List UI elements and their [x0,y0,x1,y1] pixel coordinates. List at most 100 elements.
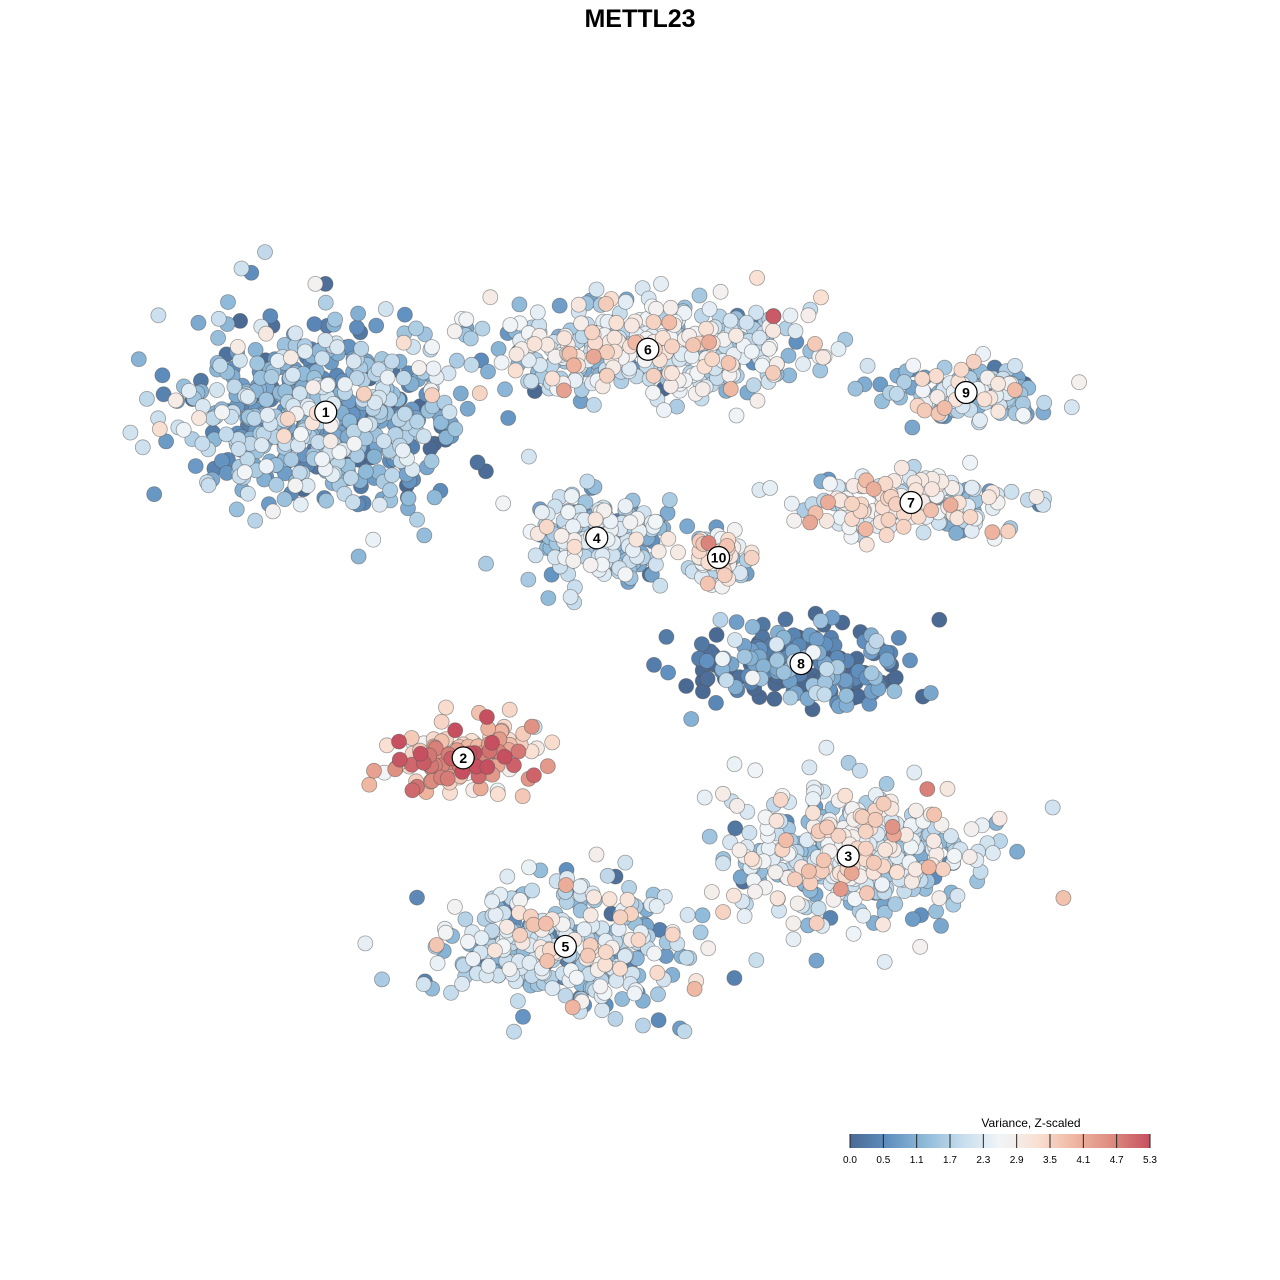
data-point [231,352,248,369]
data-point [336,376,353,393]
data-point [187,458,204,475]
data-point [810,900,827,917]
data-point [822,475,838,492]
data-point [726,756,743,773]
data-point [167,392,184,409]
data-point [712,612,729,628]
data-point [478,555,494,572]
data-point [154,367,171,384]
data-point [854,809,871,825]
data-point [906,764,923,781]
data-point [521,448,537,465]
data-point [146,486,163,503]
data-point [722,312,739,329]
data-point [726,970,743,986]
data-point [664,338,680,355]
data-point [765,322,781,339]
data-point [712,283,729,300]
data-point [439,770,456,787]
data-point [471,385,488,402]
cluster-label-2: 2 [451,746,475,770]
data-point [661,314,678,331]
data-point [508,346,525,363]
data-point [438,699,454,716]
data-point [714,651,731,667]
data-point [789,895,806,912]
data-point [345,494,362,511]
data-point [437,924,454,941]
data-point [361,776,378,793]
data-point [678,949,695,966]
data-point [905,357,922,374]
data-point [729,798,745,814]
data-point [181,382,197,399]
data-point [805,805,821,821]
data-point [409,511,426,528]
data-point [612,909,629,926]
data-point [544,734,561,751]
data-point [749,269,765,286]
data-point [1003,483,1020,500]
data-point [233,260,250,277]
data-point [936,400,953,416]
data-point [314,451,331,468]
data-point [628,531,645,548]
data-point [747,883,763,900]
data-point [608,314,625,331]
data-point [484,893,501,910]
data-point [463,356,480,373]
data-point [649,964,666,981]
data-point [787,323,804,340]
cluster-label-text: 6 [644,341,652,357]
data-point [429,955,446,972]
data-point [858,536,875,553]
data-point [493,354,510,371]
data-point [699,575,716,592]
data-point [766,691,783,707]
data-point [912,938,929,955]
data-point [599,344,615,361]
data-point [346,435,363,452]
data-point [745,377,762,394]
data-point [768,636,785,653]
data-point [585,348,602,365]
cluster-label-text: 9 [962,385,970,401]
data-point [306,316,323,333]
data-point [878,527,895,543]
data-point [258,458,275,475]
data-point [972,412,988,429]
data-point [190,314,207,331]
data-point [703,884,720,900]
data-point [718,672,735,689]
data-point [926,806,942,823]
data-point [512,927,528,943]
data-point [617,498,634,515]
color-legend: Variance, Z-scaled 0.0 0.5 1.1 1.7 2.3 2.9 3.5… [843,1116,1157,1166]
data-point [586,889,602,906]
data-point [367,394,383,411]
data-point [239,388,256,405]
data-point [965,353,982,370]
data-point [698,320,714,337]
data-point [1063,399,1080,416]
cluster-label-text: 2 [459,750,467,766]
data-point [230,441,247,457]
data-point [946,848,963,864]
data-point [538,915,554,932]
data-point [297,343,314,360]
data-point [949,887,966,904]
data-point [716,567,733,584]
data-point [175,421,192,438]
data-point [653,275,669,292]
data-point [612,960,628,977]
data-point [780,347,797,364]
data-point [501,961,518,977]
data-point [226,378,243,395]
data-point [767,864,784,881]
data-point [658,629,675,645]
data-point [962,509,979,525]
data-point [415,976,432,993]
data-point [678,678,695,694]
data-point [564,999,581,1016]
data-point [257,244,273,261]
